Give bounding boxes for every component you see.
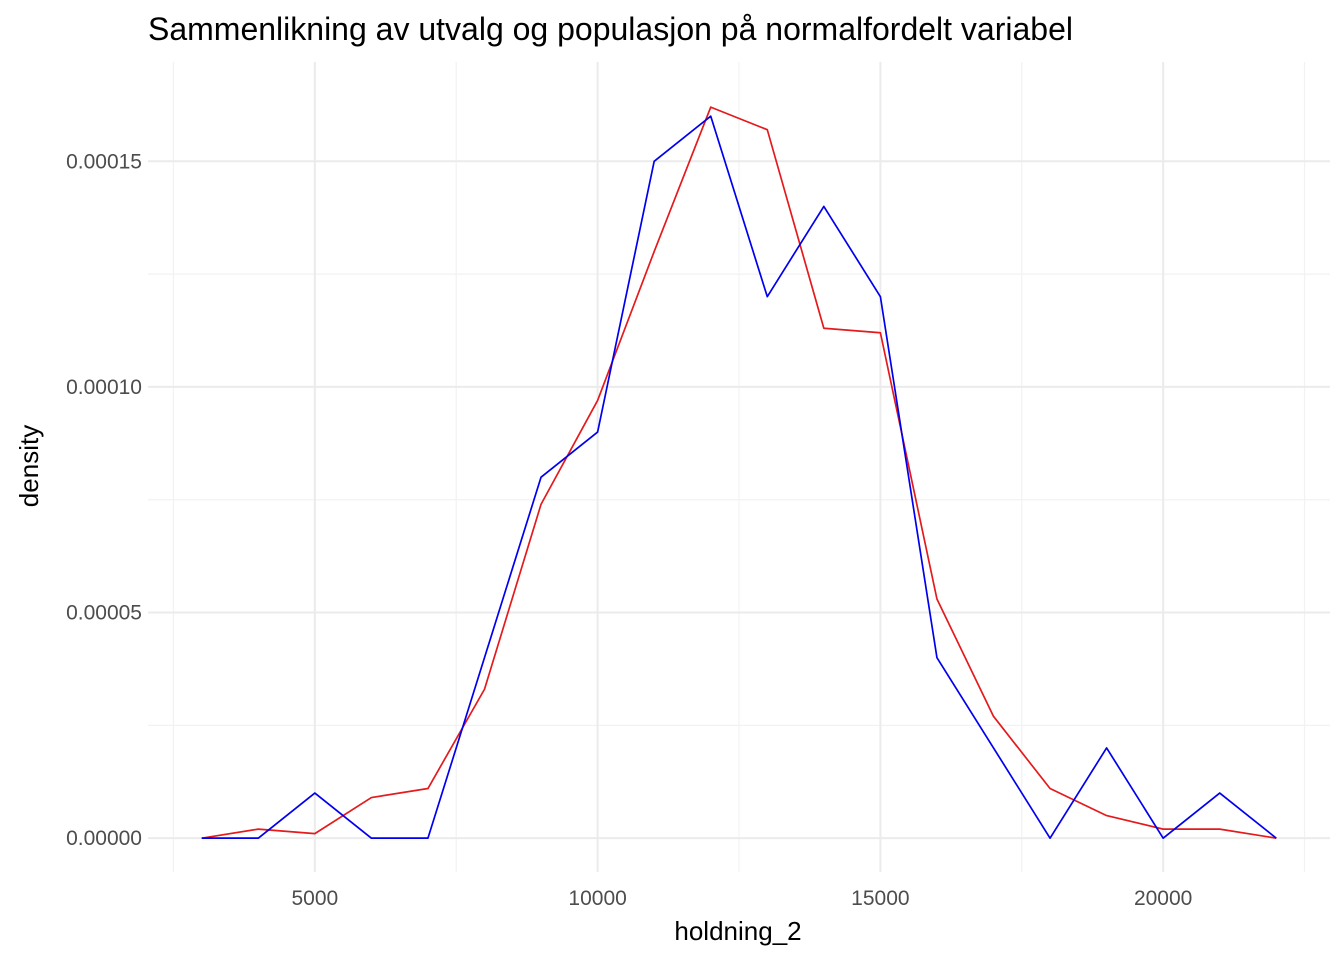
chart-title: Sammenlikning av utvalg og populasjon på… [148,11,1073,47]
series-lines [201,106,1277,840]
x-tick-label: 20000 [1134,887,1192,910]
grid [148,62,1330,872]
series-line-2 [201,115,1277,840]
y-tick-label: 0.00005 [66,602,142,625]
x-axis-ticks: 5000 10000 15000 20000 [291,887,1192,910]
y-tick-label: 0.00015 [66,150,142,173]
series-line-1 [201,106,1277,839]
y-tick-label: 0.00010 [66,376,142,399]
y-tick-label: 0.00000 [66,827,142,850]
x-tick-label: 10000 [568,887,626,910]
y-axis-ticks: 0.00000 0.00005 0.00010 0.00015 [66,150,142,850]
y-axis-title: density [14,425,44,507]
x-tick-label: 5000 [291,887,338,910]
x-tick-label: 15000 [851,887,909,910]
x-axis-title: holdning_2 [674,916,801,946]
